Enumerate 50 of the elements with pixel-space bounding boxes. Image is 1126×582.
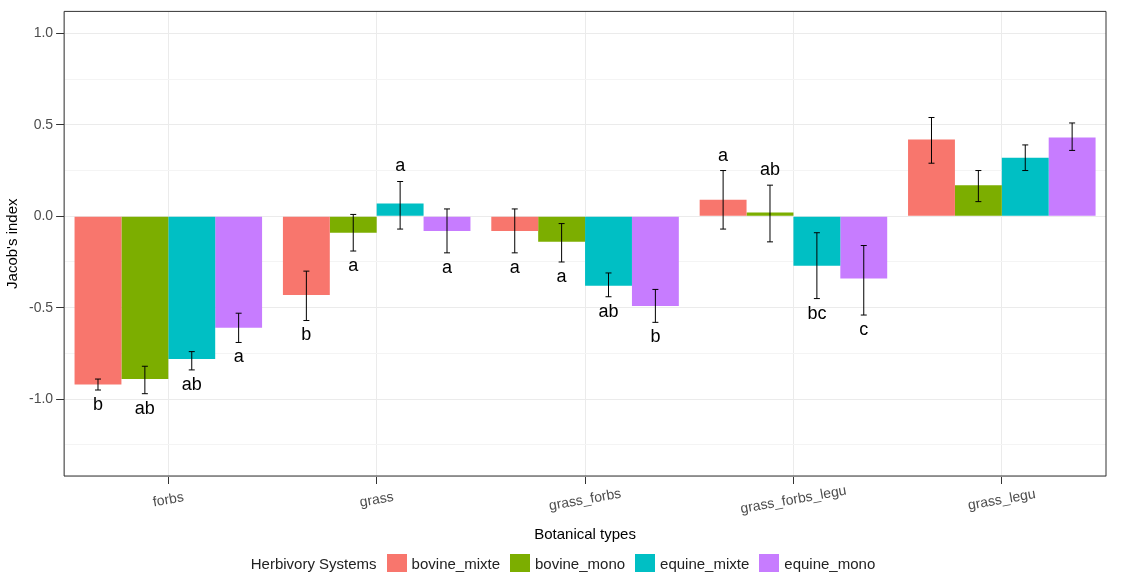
data-label: a xyxy=(442,256,454,277)
x-tick-label: forbs xyxy=(151,488,185,510)
bar xyxy=(491,216,539,231)
legend-label: equine_mono xyxy=(784,554,876,572)
legend-label: equine_mixte xyxy=(660,554,750,572)
data-label: ab xyxy=(598,300,619,321)
data-label: a xyxy=(509,256,521,277)
data-label: a xyxy=(718,144,730,165)
legend-label: bovine_mono xyxy=(535,554,626,572)
y-tick-label: 0.0 xyxy=(33,207,54,224)
bar xyxy=(840,216,888,279)
bar xyxy=(215,216,263,328)
data-label: a xyxy=(348,254,360,275)
y-axis-title: Jacob's index xyxy=(3,197,21,289)
y-tick-label: 1.0 xyxy=(33,24,54,41)
bar xyxy=(282,216,330,295)
bar xyxy=(631,216,679,306)
bar xyxy=(793,216,841,266)
bar xyxy=(376,203,424,216)
x-axis-title: Botanical types xyxy=(534,525,636,543)
bar xyxy=(699,199,747,216)
bar xyxy=(121,216,169,380)
data-label: ab xyxy=(181,373,202,394)
y-tick-label: -0.5 xyxy=(29,298,54,315)
data-label: a xyxy=(395,155,407,176)
data-label: b xyxy=(92,394,103,414)
data-label: ab xyxy=(134,397,155,418)
data-label: b xyxy=(650,326,661,347)
x-tick-label: grass_legu xyxy=(966,485,1037,513)
data-label: ab xyxy=(759,159,781,180)
data-label: a xyxy=(556,265,568,286)
bar xyxy=(74,216,122,385)
bar xyxy=(954,185,1002,216)
bar xyxy=(1048,137,1096,216)
bar xyxy=(585,216,632,286)
y-tick-label: -1.0 xyxy=(29,390,54,407)
data-label: c xyxy=(859,319,869,339)
y-tick-label: 0.5 xyxy=(33,115,54,132)
data-label: a xyxy=(233,346,245,367)
data-label: b xyxy=(301,324,312,345)
bar xyxy=(1001,157,1049,216)
legend-label: bovine_mixte xyxy=(411,554,500,572)
bar xyxy=(423,216,471,231)
bar xyxy=(168,216,216,359)
data-label: bc xyxy=(807,302,827,323)
bar xyxy=(329,216,377,233)
legend-title: Herbivory Systems xyxy=(250,554,377,572)
bar xyxy=(908,139,955,216)
bar xyxy=(538,216,586,242)
x-tick-label: grass xyxy=(358,488,395,510)
